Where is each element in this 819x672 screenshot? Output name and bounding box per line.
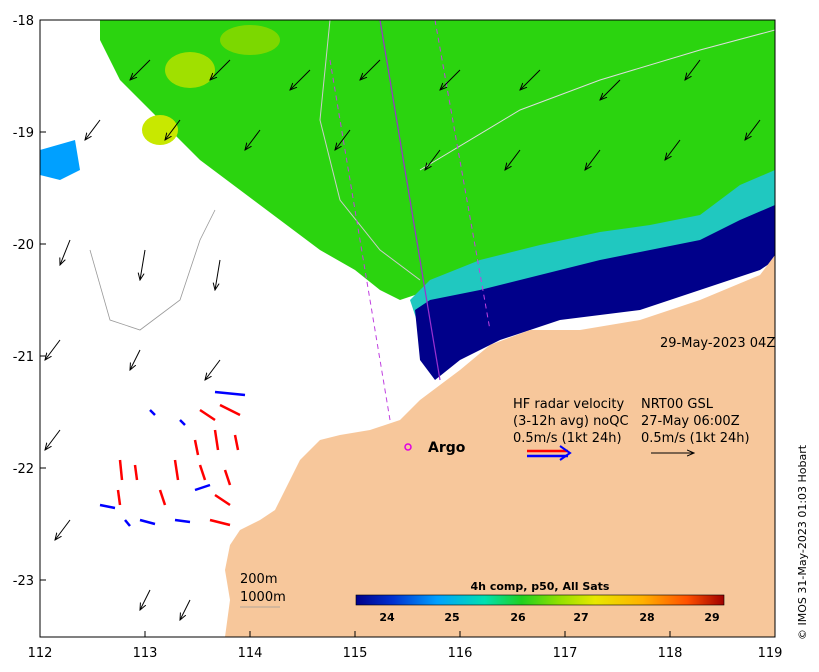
timestamp-label: 29-May-2023 04Z [660, 336, 775, 351]
cool-patch-west [40, 140, 80, 180]
x-tick-label: 115 [343, 646, 368, 661]
nrt-legend-line2: 27-May 06:00Z [641, 414, 740, 429]
plot-frame [39, 19, 776, 638]
colorbar-tick: 24 [379, 611, 395, 624]
swath-line [329, 59, 391, 421]
contour-1000m-label: 1000m [240, 590, 286, 605]
y-tick-label: -22 [13, 462, 34, 477]
land-mass [225, 255, 775, 637]
argo-float-marker [404, 443, 412, 451]
hf-legend-line3: 0.5m/s (1kt 24h) [513, 431, 622, 446]
colorbar-tick: 28 [639, 611, 654, 624]
argo-label: Argo [428, 440, 466, 456]
hf-scale-arrow [527, 445, 572, 461]
colorbar-tick: 25 [444, 611, 459, 624]
swath-line [379, 20, 441, 381]
contour-200m [89, 209, 216, 331]
colorbar-title: 4h comp, p50, All Sats [471, 580, 610, 593]
cool-water-region [415, 205, 775, 380]
hf-radar-vectors-red [116, 403, 241, 527]
x-tick-label: 117 [553, 646, 578, 661]
credit-text: © IMOS 31-May-2023 01:03 Hobart [796, 444, 809, 640]
y-tick-label: -19 [13, 126, 34, 141]
y-tick-label: -18 [13, 14, 34, 29]
y-tick-label: -20 [13, 238, 34, 253]
y-tick-label: -21 [13, 350, 34, 365]
contour-200m-label: 200m [240, 572, 277, 587]
warm-patch [165, 52, 215, 88]
x-tick-label: 114 [238, 646, 263, 661]
hf-legend-line2: (3-12h avg) noQC [513, 414, 629, 429]
swath-line [434, 20, 491, 331]
hf-legend-line1: HF radar velocity [513, 397, 625, 412]
contour-1000m [319, 20, 421, 281]
x-tick-label: 116 [448, 646, 473, 661]
contour-shelf [419, 29, 775, 171]
axis-ticks [39, 19, 776, 637]
nrt-legend-line1: NRT00 GSL [641, 397, 714, 412]
nrt-legend-line3: 0.5m/s (1kt 24h) [641, 431, 750, 446]
colorbar-tick: 26 [510, 611, 526, 624]
colorbar-tick: 27 [573, 611, 588, 624]
warm-patch [220, 25, 280, 55]
current-vectors [45, 59, 761, 620]
colorbar-tick: 29 [704, 611, 719, 624]
y-tick-label: -23 [13, 574, 34, 589]
x-tick-label: 113 [133, 646, 158, 661]
x-tick-label: 118 [658, 646, 683, 661]
x-tick-label: 119 [758, 646, 783, 661]
x-tick-label: 112 [28, 646, 53, 661]
colorbar [355, 594, 725, 606]
hf-radar-vectors-blue [99, 390, 246, 527]
